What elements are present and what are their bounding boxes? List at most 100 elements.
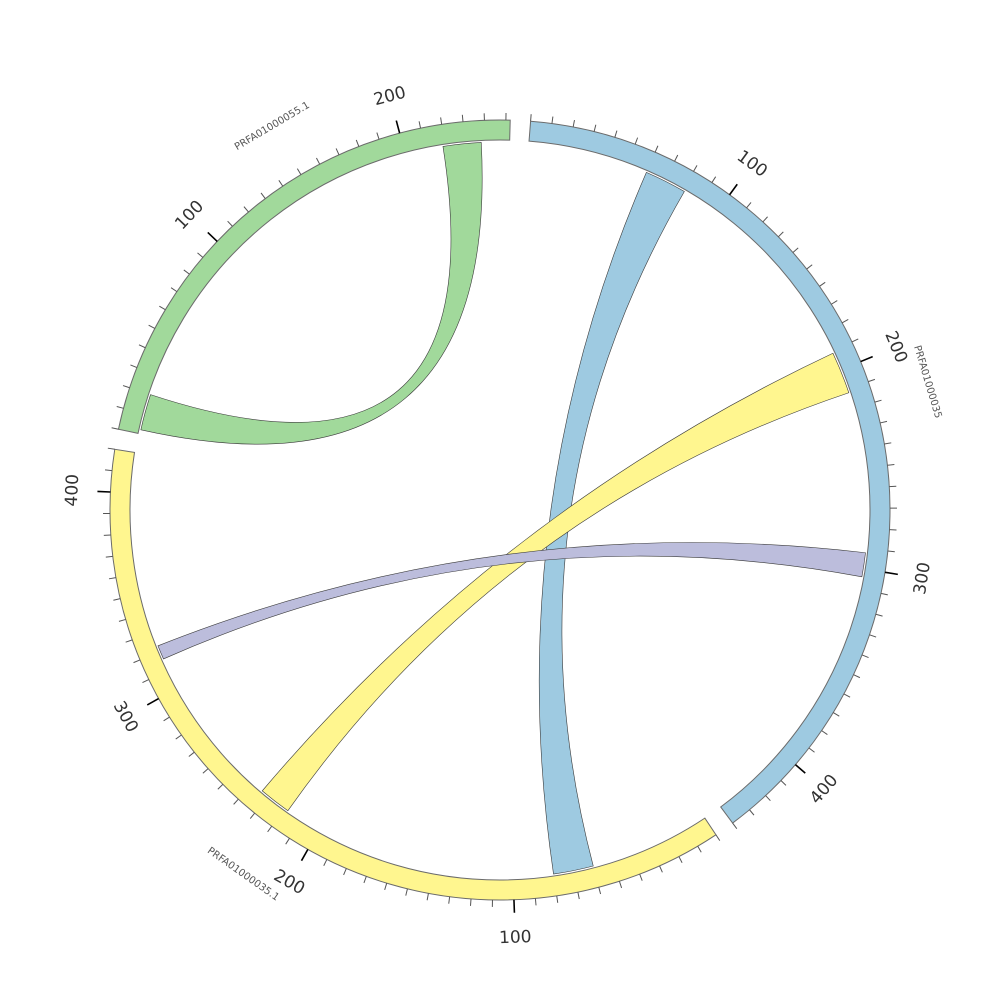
minor-tick-blue-180: [841, 319, 849, 324]
major-tick-yellow-200: [300, 848, 309, 862]
minor-tick-yellow-140: [426, 893, 429, 901]
minor-tick-green-0: [111, 427, 119, 430]
minor-tick-blue-70: [674, 154, 679, 162]
minor-tick-blue-340: [861, 654, 869, 659]
minor-tick-yellow-230: [249, 812, 256, 819]
minor-tick-yellow-420: [107, 447, 115, 450]
minor-tick-green-30: [130, 364, 138, 368]
tick-label-yellow-100: 100: [499, 927, 532, 948]
segment-yellow: [109, 448, 717, 901]
minor-tick-green-170: [335, 148, 340, 155]
minor-tick-green-60: [159, 305, 166, 311]
tick-label-blue-100: 100: [733, 146, 771, 181]
minor-tick-yellow-330: [125, 639, 133, 643]
major-tick-green-100: [207, 231, 218, 243]
minor-tick-blue-80: [693, 165, 698, 172]
minor-tick-yellow-340: [118, 618, 126, 622]
minor-tick-yellow-250: [217, 783, 224, 790]
minor-tick-blue-50: [634, 137, 639, 145]
minor-tick-yellow-70: [577, 892, 580, 900]
tick-label-yellow-300: 300: [109, 698, 142, 736]
minor-tick-green-180: [355, 139, 360, 147]
minor-tick-yellow-240: [233, 798, 239, 805]
minor-tick-blue-290: [887, 550, 895, 553]
minor-tick-yellow-310: [142, 679, 149, 684]
minor-tick-blue-420: [765, 795, 771, 802]
minor-tick-yellow-0: [715, 834, 721, 841]
minor-tick-yellow-120: [469, 898, 472, 906]
major-tick-blue-400: [794, 764, 806, 774]
minor-tick-green-50: [148, 324, 156, 329]
labels-layer: 100200300400100200300400100200PRFA010000…: [62, 83, 944, 949]
tick-label-green-100: 100: [171, 197, 208, 234]
minor-tick-yellow-130: [448, 896, 451, 904]
minor-tick-blue-440: [732, 822, 738, 829]
segment-label-green: PRFA01000055.1: [233, 100, 312, 153]
minor-tick-yellow-410: [104, 469, 113, 472]
minor-tick-yellow-280: [175, 734, 182, 740]
minor-tick-blue-430: [749, 809, 755, 816]
minor-tick-yellow-60: [598, 887, 602, 895]
minor-tick-blue-240: [884, 442, 892, 445]
segment-label-blue: PRFA01000035: [911, 344, 943, 420]
minor-tick-yellow-270: [188, 751, 195, 757]
minor-tick-blue-410: [780, 780, 787, 786]
minor-tick-yellow-90: [534, 898, 537, 906]
minor-tick-yellow-40: [639, 873, 643, 881]
minor-tick-blue-160: [819, 281, 826, 287]
major-tick-green-200: [395, 120, 401, 134]
minor-tick-blue-230: [880, 420, 888, 424]
minor-tick-yellow-20: [678, 856, 683, 863]
minor-tick-green-20: [122, 385, 130, 389]
major-tick-yellow-400: [97, 490, 111, 493]
minor-tick-blue-190: [851, 338, 859, 343]
minor-tick-blue-360: [843, 693, 851, 698]
minor-tick-yellow-290: [163, 716, 170, 722]
minor-tick-yellow-210: [285, 838, 290, 845]
minor-tick-blue-220: [874, 399, 882, 403]
minor-tick-blue-40: [614, 130, 618, 138]
minor-tick-green-40: [138, 344, 146, 349]
minor-tick-green-130: [260, 192, 266, 199]
minor-tick-blue-140: [792, 247, 799, 253]
minor-tick-green-210: [418, 121, 422, 129]
minor-tick-green-230: [461, 114, 464, 122]
minor-tick-blue-250: [887, 463, 895, 466]
minor-tick-yellow-320: [133, 659, 141, 664]
minor-tick-green-190: [376, 132, 380, 140]
tick-label-blue-300: 300: [910, 561, 935, 596]
minor-tick-blue-310: [880, 592, 888, 596]
minor-tick-blue-370: [833, 712, 840, 717]
minor-tick-blue-30: [593, 124, 597, 132]
segment-green: [117, 119, 511, 434]
minor-tick-blue-90: [711, 176, 717, 183]
minor-tick-yellow-50: [618, 881, 623, 889]
minor-tick-yellow-170: [363, 876, 367, 884]
minor-tick-blue-20: [572, 119, 575, 128]
tick-label-green-200: 200: [372, 83, 409, 111]
minor-tick-blue-210: [868, 378, 876, 383]
minor-tick-green-220: [440, 117, 443, 125]
major-tick-blue-100: [728, 183, 738, 196]
minor-tick-blue-60: [654, 145, 659, 153]
minor-tick-green-120: [243, 206, 249, 213]
major-tick-blue-200: [860, 355, 873, 363]
minor-tick-green-10: [116, 406, 124, 409]
minor-tick-yellow-180: [343, 868, 347, 876]
minor-tick-green-160: [315, 157, 321, 165]
minor-tick-yellow-220: [267, 825, 273, 833]
minor-tick-yellow-260: [202, 768, 209, 774]
minor-tick-blue-350: [853, 674, 861, 679]
minor-tick-yellow-80: [556, 895, 559, 903]
minor-tick-green-80: [183, 269, 190, 275]
minor-tick-blue-170: [831, 300, 838, 305]
minor-tick-blue-110: [746, 202, 752, 209]
minor-tick-green-150: [296, 168, 302, 175]
segment-label-yellow: PRFA01000035.1: [205, 845, 281, 903]
minor-tick-blue-320: [875, 613, 883, 617]
tick-label-yellow-400: 400: [62, 474, 83, 507]
minor-tick-blue-150: [806, 264, 813, 270]
segments-layer: [109, 119, 891, 901]
minor-tick-yellow-150: [405, 888, 408, 896]
